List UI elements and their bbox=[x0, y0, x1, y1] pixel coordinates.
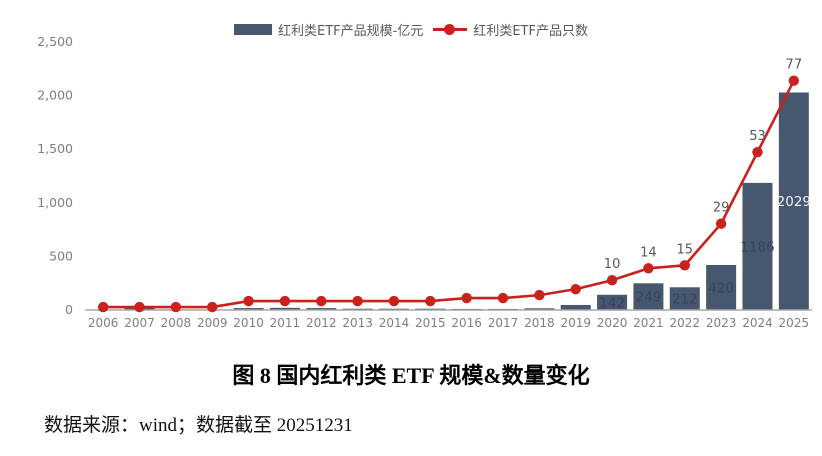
bar-value-label: 249 bbox=[636, 290, 662, 306]
y-axis-tick-label: 500 bbox=[49, 248, 73, 263]
x-axis-tick-label: 2009 bbox=[197, 316, 228, 330]
bar-2023 bbox=[706, 264, 737, 310]
x-axis-tick-label: 2019 bbox=[560, 316, 591, 330]
line-marker-2024 bbox=[752, 146, 763, 158]
bar-2010 bbox=[233, 308, 264, 310]
legend-line-label: 红利类ETF产品只数 bbox=[473, 24, 588, 39]
line-marker-2012 bbox=[316, 295, 327, 307]
x-axis-tick-label: 2018 bbox=[524, 316, 555, 330]
line-marker-2014 bbox=[388, 295, 400, 307]
x-axis-tick-label: 2010 bbox=[233, 316, 264, 330]
bar-2020 bbox=[597, 294, 628, 310]
bar-2011 bbox=[269, 307, 300, 310]
x-axis-tick-label: 2017 bbox=[488, 316, 519, 330]
line-marker-2019 bbox=[570, 283, 581, 295]
line-marker-2022 bbox=[679, 260, 690, 271]
line-marker-2017 bbox=[497, 292, 509, 304]
line-value-label: 14 bbox=[640, 245, 657, 260]
line-series-swatch-icon bbox=[433, 24, 468, 35]
x-axis-tick-label: 2025 bbox=[779, 316, 810, 330]
bar-value-label: 1186 bbox=[740, 239, 774, 255]
bar-2022 bbox=[669, 287, 700, 310]
legend-bar-label: 红利类ETF产品规模-亿元 bbox=[278, 24, 424, 39]
line-marker-2009 bbox=[207, 301, 218, 313]
legend-item-bar: 红利类ETF产品规模-亿元 bbox=[234, 20, 423, 39]
line-value-label: 10 bbox=[604, 257, 621, 272]
y-axis-tick-label: 0 bbox=[65, 302, 73, 317]
x-axis-tick-label: 2016 bbox=[451, 316, 482, 330]
bar-2021 bbox=[633, 283, 664, 310]
line-marker-2025 bbox=[788, 75, 800, 86]
chart-legend: 红利类ETF产品规模-亿元 红利类ETF产品只数 bbox=[0, 20, 822, 39]
line-marker-2011 bbox=[279, 295, 291, 307]
bar-value-label: 212 bbox=[672, 292, 698, 308]
bar-2012 bbox=[306, 308, 337, 310]
bar-2018 bbox=[524, 308, 555, 310]
x-axis-tick-label: 2015 bbox=[415, 316, 446, 330]
x-axis-tick-label: 2022 bbox=[670, 316, 701, 330]
source-note: 数据来源：wind；数据截至 20251231 bbox=[44, 415, 353, 436]
line-marker-2018 bbox=[534, 289, 545, 301]
line-marker-2006 bbox=[97, 301, 109, 313]
x-axis-tick-label: 2007 bbox=[124, 316, 155, 330]
y-axis-tick-label: 1,000 bbox=[37, 195, 73, 210]
x-axis-tick-label: 2021 bbox=[633, 316, 664, 330]
bar-2019 bbox=[560, 304, 591, 310]
line-marker-2015 bbox=[425, 295, 436, 307]
y-axis-tick-label: 1,500 bbox=[37, 141, 73, 156]
line-value-label: 53 bbox=[749, 129, 766, 144]
x-axis-tick-label: 2013 bbox=[342, 316, 373, 330]
bar-2024 bbox=[742, 182, 773, 310]
legend-item-line: 红利类ETF产品只数 bbox=[433, 20, 588, 39]
line-marker-2023 bbox=[715, 218, 727, 229]
line-marker-2016 bbox=[461, 292, 472, 304]
line-value-label: 29 bbox=[713, 201, 730, 216]
bar-2025 bbox=[778, 92, 809, 310]
line-marker-2008 bbox=[170, 301, 182, 313]
line-series-path bbox=[103, 80, 795, 309]
x-axis-tick-label: 2011 bbox=[270, 316, 301, 330]
x-axis-tick-label: 2023 bbox=[706, 316, 737, 330]
line-value-label: 77 bbox=[786, 58, 803, 73]
line-value-label: 15 bbox=[677, 242, 694, 257]
x-axis-tick-label: 2008 bbox=[161, 316, 192, 330]
line-marker-2021 bbox=[643, 263, 654, 274]
bar-value-label: 142 bbox=[599, 295, 625, 311]
x-axis-tick-label: 2020 bbox=[597, 316, 628, 330]
bar-value-label: 420 bbox=[708, 280, 734, 296]
x-axis-tick-label: 2024 bbox=[742, 316, 773, 330]
y-axis-tick-label: 2,000 bbox=[37, 88, 73, 103]
x-axis-tick-label: 2012 bbox=[306, 316, 337, 330]
bar-value-label: 2029 bbox=[777, 194, 811, 210]
figure-title: 图 8 国内红利类 ETF 规模&数量变化 bbox=[232, 363, 590, 388]
x-axis-tick-label: 2014 bbox=[379, 316, 410, 330]
bar-series-swatch-icon bbox=[234, 24, 273, 35]
chart-svg: 0 500 1,000 1,500 2,000 2,500 2006 2007 2008 2009… bbox=[37, 34, 812, 330]
line-marker-2010 bbox=[243, 295, 254, 307]
line-marker-2020 bbox=[606, 275, 618, 286]
x-axis-tick-label: 2006 bbox=[88, 316, 119, 330]
line-marker-2013 bbox=[352, 295, 363, 307]
line-marker-2007 bbox=[134, 301, 145, 313]
y-axis-tick-label: 2,500 bbox=[37, 34, 73, 49]
